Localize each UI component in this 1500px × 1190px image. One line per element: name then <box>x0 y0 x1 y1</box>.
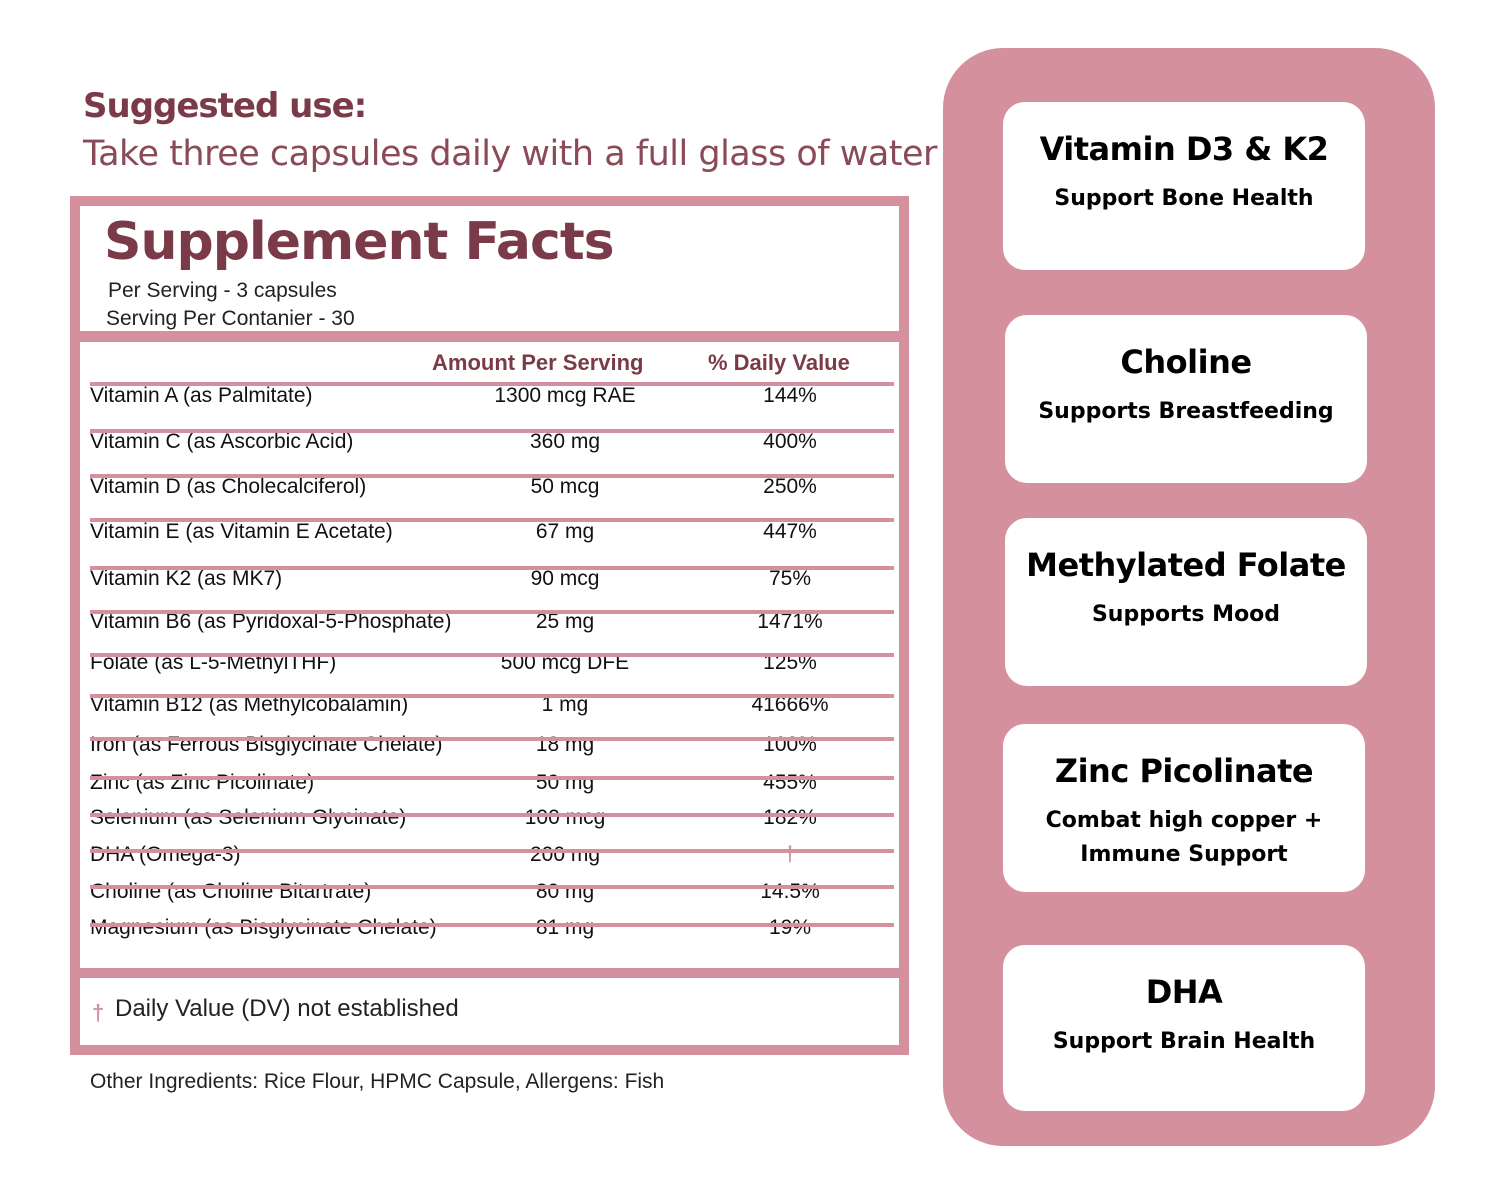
amount: 25 mg <box>535 610 595 633</box>
per-serving: Per Serving - 3 capsules <box>108 279 337 302</box>
benefit-title: DHA <box>1145 973 1223 1011</box>
divider <box>90 566 894 570</box>
col-amount-header: Amount Per Serving <box>432 350 644 375</box>
daily-value: † <box>784 843 796 866</box>
benefit-subtitle: Combat high copper + Immune Support <box>1045 808 1323 867</box>
divider <box>90 518 894 522</box>
amount: 360 mg <box>529 430 601 453</box>
divider <box>90 776 894 780</box>
facts-table: Amount Per Serving % Daily Value Vitamin… <box>80 342 899 968</box>
divider <box>90 382 894 386</box>
divider <box>90 885 894 889</box>
benefit-card: Choline Supports Breastfeeding <box>1005 315 1367 483</box>
amount: 100 mcg <box>524 806 606 829</box>
benefits-panel: Vitamin D3 & K2 Support Bone Health Choli… <box>943 48 1435 1146</box>
daily-value: 250% <box>763 475 817 498</box>
servings-per-container: Serving Per Contanier - 30 <box>106 307 355 330</box>
footnote-box: † Daily Value (DV) not established <box>80 978 899 1045</box>
daily-value: 182% <box>763 806 817 829</box>
nutrient-name: Selenium (as Selenium Glycinate) <box>90 806 407 829</box>
amount: 90 mcg <box>530 567 600 590</box>
supplement-facts-panel: Supplement Facts Per Serving - 3 capsule… <box>70 196 909 1055</box>
divider <box>90 429 894 433</box>
benefit-subtitle: Supports Mood <box>1091 602 1281 627</box>
divider <box>90 694 894 698</box>
benefit-title: Vitamin D3 & K2 <box>1039 130 1329 168</box>
benefit-card: DHA Support Brain Health <box>1003 945 1365 1111</box>
divider <box>90 610 894 614</box>
benefit-subtitle: Supports Breastfeeding <box>1038 399 1334 424</box>
facts-title: Supplement Facts <box>104 212 615 272</box>
benefit-title: Zinc Picolinate <box>1054 752 1314 790</box>
facts-header: Supplement Facts Per Serving - 3 capsule… <box>80 206 899 331</box>
amount: 50 mcg <box>530 475 600 498</box>
daily-value: 447% <box>763 520 817 543</box>
nutrient-name: Zinc (as Zinc Picolinate) <box>90 771 315 794</box>
nutrient-name: Vitamin A (as Palmitate) <box>90 384 313 407</box>
benefit-card: Vitamin D3 & K2 Support Bone Health <box>1003 102 1365 270</box>
amount: 50 mg <box>535 771 595 794</box>
amount: 1 mg <box>541 693 589 716</box>
amount: 200 mg <box>529 843 601 866</box>
nutrient-name: Vitamin C (as Ascorbic Acid) <box>90 430 354 453</box>
divider <box>90 653 894 657</box>
amount: 80 mg <box>535 880 595 903</box>
daily-value: 1471% <box>757 610 823 633</box>
other-ingredients: Other Ingredients: Rice Flour, HPMC Caps… <box>90 1070 665 1093</box>
suggested-use-title: Suggested use: <box>83 86 367 126</box>
suggested-use-text: Take three capsules daily with a full gl… <box>83 134 937 174</box>
nutrient-name: Vitamin B6 (as Pyridoxal-5-Phosphate) <box>90 610 452 633</box>
benefit-title: Methylated Folate <box>1026 546 1346 584</box>
footnote-text: Daily Value (DV) not established <box>115 995 459 1022</box>
dagger-symbol: † <box>92 1000 105 1025</box>
benefit-subtitle: Support Brain Health <box>1052 1029 1316 1054</box>
nutrient-name: Vitamin D (as Cholecalciferol) <box>90 475 367 498</box>
daily-value: 455% <box>763 771 817 794</box>
nutrient-name: Choline (as Choline Bitartrate) <box>90 880 372 903</box>
nutrient-name: Vitamin K2 (as MK7) <box>90 567 283 590</box>
col-dv-header: % Daily Value <box>708 350 850 375</box>
benefit-subtitle: Support Bone Health <box>1054 186 1314 211</box>
daily-value: 144% <box>763 384 817 407</box>
nutrient-name: DHA (Omega-3) <box>90 843 241 866</box>
nutrient-name: Magnesium (as Bisglycinate Chelate) <box>90 916 437 939</box>
amount: 67 mg <box>535 520 595 543</box>
daily-value: 14.5% <box>760 880 820 903</box>
daily-value: 41666% <box>751 693 829 716</box>
amount: 1300 mcg RAE <box>494 384 636 407</box>
benefit-card: Methylated Folate Supports Mood <box>1005 518 1367 686</box>
daily-value: 400% <box>763 430 817 453</box>
nutrient-name: Vitamin B12 (as Methylcobalamin) <box>90 693 409 716</box>
divider <box>90 923 894 927</box>
divider <box>90 474 894 478</box>
divider <box>90 813 894 817</box>
benefit-card: Zinc Picolinate Combat high copper + Immu… <box>1003 724 1365 892</box>
nutrient-name: Vitamin E (as Vitamin E Acetate) <box>90 520 393 543</box>
daily-value: 75% <box>768 567 812 590</box>
daily-value: 19% <box>768 916 812 939</box>
amount: 81 mg <box>535 916 595 939</box>
divider <box>90 737 894 741</box>
divider <box>90 849 894 853</box>
benefit-title: Choline <box>1120 343 1252 381</box>
